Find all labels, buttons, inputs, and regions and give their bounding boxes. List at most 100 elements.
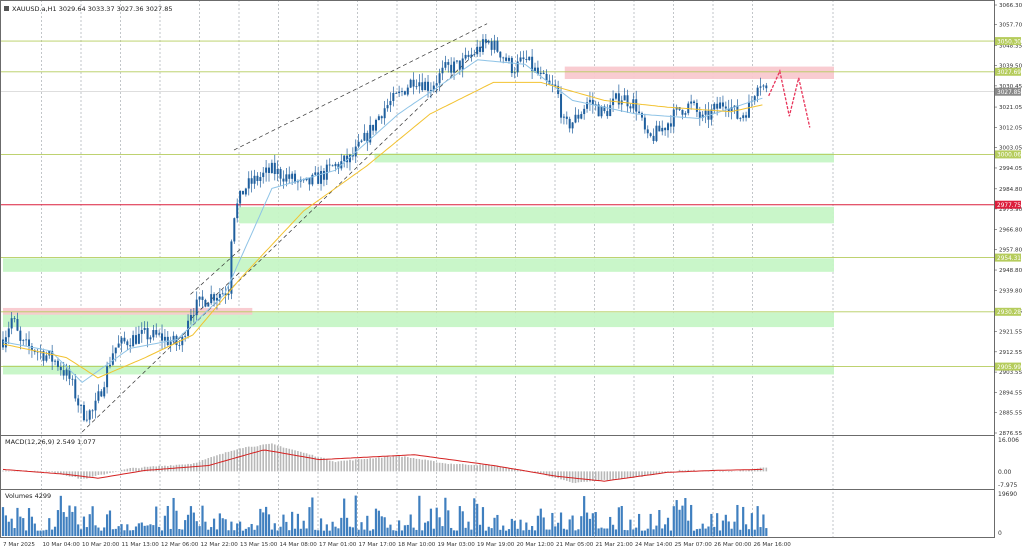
candle-body [227, 293, 230, 296]
volume-bar [22, 518, 25, 536]
volume-bar [111, 529, 114, 536]
volume-bar [661, 528, 664, 536]
volume-bar [7, 521, 10, 536]
candle-body [374, 119, 377, 131]
candle-body [568, 118, 571, 129]
volume-bar [71, 511, 74, 536]
volume-bar [210, 527, 213, 536]
candle-body [163, 336, 166, 341]
candle-body [600, 106, 603, 117]
price-label-text: 3050.30 [997, 39, 1021, 45]
candle-body [337, 163, 340, 169]
volume-bar [721, 520, 725, 536]
candle-body [285, 174, 288, 182]
candle-body [74, 379, 77, 399]
volume-bar [317, 530, 320, 536]
volume-bar [528, 529, 531, 536]
volume-bar [267, 514, 271, 536]
volume-bar [603, 528, 606, 536]
slow-moving-average [2, 81, 763, 379]
volume-bar [53, 526, 57, 536]
candle-body [268, 167, 271, 173]
candle-body [291, 173, 294, 179]
volume-bar [172, 497, 175, 536]
price-label-badge [995, 67, 1021, 76]
candle-body [221, 293, 224, 295]
volume-bar [513, 520, 516, 536]
volume-bar [299, 528, 302, 536]
candle-body [149, 337, 152, 340]
volume-bar [583, 496, 586, 536]
volume-bar [632, 529, 635, 536]
projection-zigzag [768, 69, 811, 128]
candle-body [733, 105, 736, 108]
price-label-text: 2954.31 [997, 256, 1021, 262]
volume-bar [588, 518, 592, 536]
candle-body [132, 335, 135, 347]
volume-bar [507, 529, 511, 536]
candle-body [646, 129, 649, 134]
candle-body [438, 73, 441, 84]
candle-body [643, 117, 646, 130]
moving-averages [2, 59, 763, 384]
macd-title: MACD(12,26,9) 2.549 1.077 [5, 438, 96, 446]
volume-bar [716, 513, 719, 536]
volume-bar [655, 525, 658, 536]
volume-bar [27, 508, 31, 536]
price-tick-label: 2903.55 [999, 370, 1023, 376]
price-tick-label: 2948.80 [999, 268, 1023, 274]
candle-body [577, 114, 580, 119]
volume-bar [713, 526, 716, 536]
volume-bar [33, 523, 36, 536]
volume-bar [114, 528, 117, 536]
volume-bar [79, 529, 83, 536]
candle-body [551, 84, 554, 85]
volume-bar [730, 528, 733, 536]
candle-body [296, 181, 299, 183]
candle-body [424, 81, 427, 91]
candle-body [30, 346, 33, 351]
candle-body [19, 330, 22, 341]
volume-bar [184, 520, 187, 536]
candle-body [412, 79, 415, 87]
candle-body [759, 86, 762, 88]
support-zone [3, 258, 834, 272]
candle-body [276, 169, 279, 175]
volume-bar [504, 530, 508, 536]
volume-tick-bottom: 0 [998, 530, 1002, 537]
volume-bar [432, 528, 435, 536]
volume-bar [140, 522, 143, 536]
candle-body [155, 330, 158, 335]
candle-body [507, 57, 510, 61]
volume-bar [198, 526, 201, 536]
candle-body [380, 116, 383, 119]
volume-bar [542, 517, 545, 536]
price-tick-label: 2885.55 [999, 411, 1023, 417]
candle-body [470, 54, 473, 57]
price-tick-label: 3003.05 [999, 146, 1023, 152]
candle-body [343, 155, 346, 162]
price-axis: 3066.30 3057.70 3048.35 3039.50 3030.45 3021.… [994, 3, 1023, 437]
candle-body [667, 123, 670, 131]
volume-bar [421, 530, 424, 536]
volume-bar [687, 520, 690, 536]
volume-bar [450, 527, 453, 536]
time-tick-label: 7 Mar 2025 [3, 542, 35, 548]
volume-bar [750, 513, 753, 536]
volume-bar [227, 530, 230, 536]
volume-bar [502, 525, 505, 536]
volume-bar [736, 504, 739, 536]
volume-bar [293, 528, 297, 536]
price-label-text: 2905.99 [997, 365, 1021, 371]
support-zone [3, 312, 834, 328]
volume-bar [418, 495, 421, 536]
volume-bar [45, 529, 48, 536]
candle-body [554, 84, 557, 86]
candle-body [531, 56, 534, 71]
volume-bar [591, 513, 594, 536]
volume-bar [455, 530, 459, 536]
candle-body [614, 93, 617, 99]
candle-body [403, 91, 406, 95]
candle-body [432, 85, 435, 90]
candle-body [16, 319, 19, 331]
